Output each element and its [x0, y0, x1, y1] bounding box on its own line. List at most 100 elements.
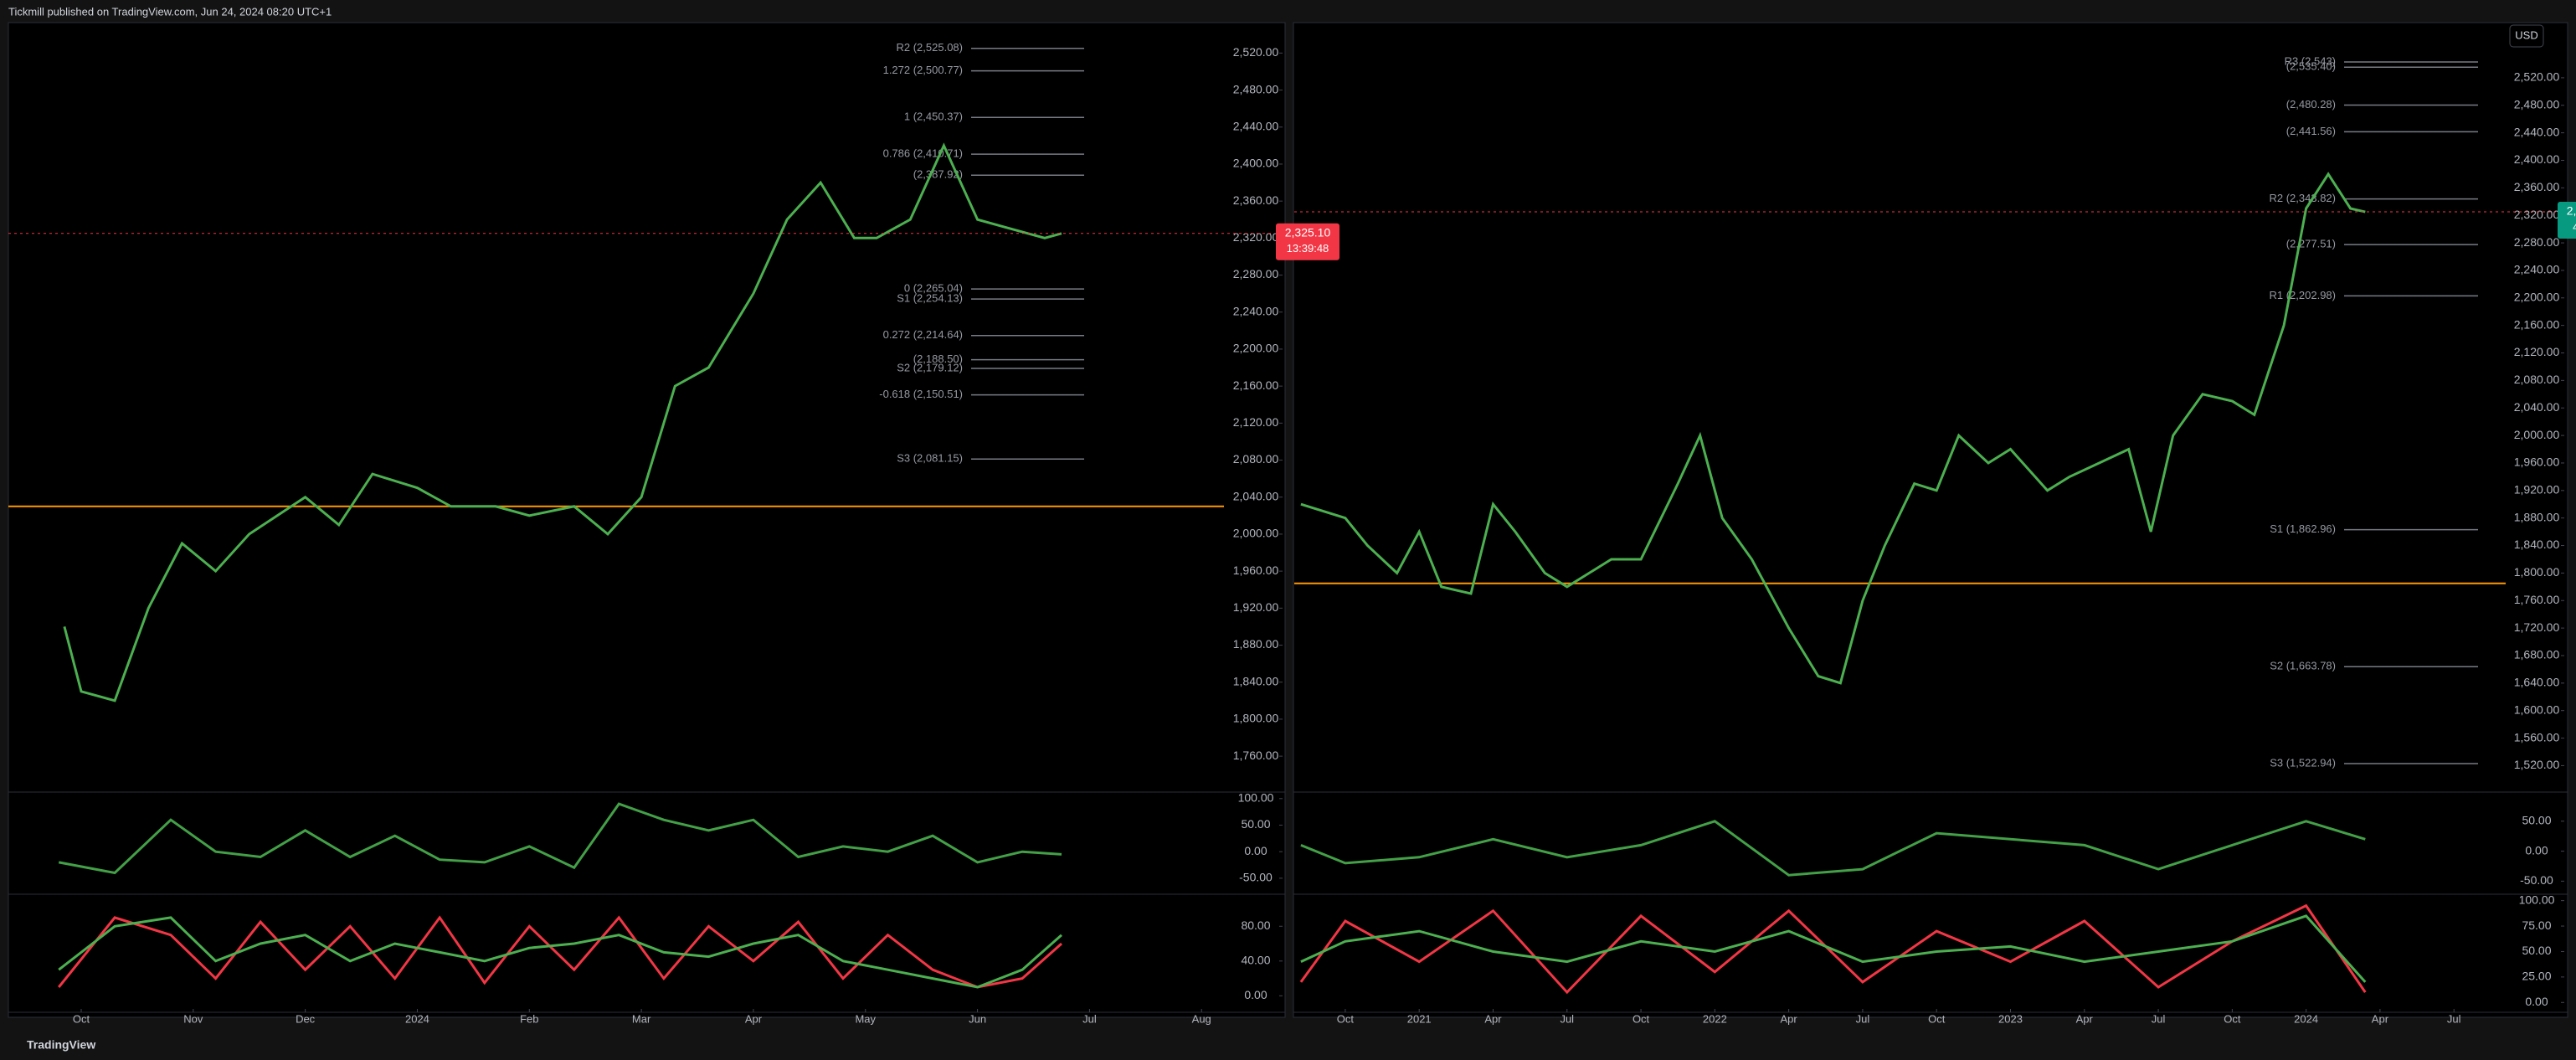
x-tick-label: Jul — [2152, 1012, 2166, 1025]
last-price-label: 2,325.10 — [2567, 204, 2576, 218]
x-tick-label: Apr — [745, 1012, 763, 1025]
currency-label[interactable]: USD — [2515, 28, 2537, 41]
y-tick-label: 1,640.00 — [2514, 676, 2560, 689]
y-tick-label: 2,480.00 — [2514, 97, 2560, 111]
x-tick-label: Apr — [2372, 1012, 2389, 1025]
level-label: S1 (1,862.96) — [2270, 522, 2336, 535]
y-tick-label: 80.00 — [1241, 918, 1270, 932]
right-panel — [1293, 22, 2568, 1018]
level-label: R1 (2,202.98) — [2270, 289, 2337, 301]
level-label: (2,387.92) — [913, 168, 963, 181]
y-tick-label: 2,280.00 — [2514, 235, 2560, 249]
countdown-label: 4d 14h — [2573, 220, 2576, 233]
y-tick-label: 1,920.00 — [1233, 600, 1279, 614]
y-tick-label: 2,400.00 — [1233, 157, 1279, 170]
x-tick-label: Jul — [1560, 1012, 1574, 1025]
level-label: (2,441.56) — [2286, 125, 2336, 137]
y-tick-label: 2,240.00 — [1233, 304, 1279, 317]
y-tick-label: 1,800.00 — [2514, 565, 2560, 579]
y-tick-label: 1,760.00 — [1233, 749, 1279, 762]
x-tick-label: Feb — [520, 1012, 538, 1025]
y-tick-label: 2,400.00 — [2514, 152, 2560, 166]
level-label: S3 (1,522.94) — [2270, 756, 2336, 769]
x-tick-label: Nov — [183, 1012, 203, 1025]
x-tick-label: 2021 — [1407, 1012, 1432, 1025]
y-tick-label: 2,080.00 — [2514, 373, 2560, 386]
y-tick-label: -50.00 — [1239, 871, 1273, 884]
level-label: S3 (2,081.15) — [897, 452, 963, 465]
y-tick-label: 50.00 — [2522, 813, 2551, 826]
level-label: 1.272 (2,500.77) — [883, 64, 963, 76]
y-tick-label: 2,040.00 — [1233, 489, 1279, 502]
y-tick-label: 1,880.00 — [1233, 637, 1279, 651]
level-label: 0.786 (2,410.71) — [883, 147, 963, 160]
y-tick-label: 2,120.00 — [2514, 345, 2560, 358]
y-tick-label: 2,360.00 — [1233, 193, 1279, 207]
x-tick-label: 2022 — [1703, 1012, 1727, 1025]
level-label: (2,480.28) — [2286, 98, 2336, 111]
y-tick-label: 2,120.00 — [1233, 415, 1279, 429]
y-tick-label: 2,040.00 — [2514, 400, 2560, 414]
y-tick-label: 2,520.00 — [2514, 70, 2560, 84]
x-tick-label: Apr — [2076, 1012, 2094, 1025]
y-tick-label: 2,000.00 — [2514, 428, 2560, 441]
level-label: 1 (2,450.37) — [904, 111, 963, 123]
level-label: S2 (2,179.12) — [897, 361, 963, 373]
series-line — [1300, 172, 2366, 685]
y-tick-label: 40.00 — [1241, 954, 1270, 967]
y-tick-label: 1,800.00 — [1233, 712, 1279, 725]
x-tick-label: 2024 — [2294, 1012, 2318, 1025]
y-tick-label: 1,960.00 — [1233, 563, 1279, 577]
x-tick-label: Jun — [969, 1012, 986, 1025]
x-tick-label: Oct — [1928, 1012, 1946, 1025]
y-tick-label: 1,520.00 — [2514, 758, 2560, 771]
series-line — [1300, 914, 2367, 983]
x-tick-label: Jul — [1856, 1012, 1870, 1025]
y-tick-label: 1,840.00 — [2514, 538, 2560, 551]
x-tick-label: Apr — [1484, 1012, 1502, 1025]
level-label: -0.618 (2,150.51) — [879, 388, 963, 400]
x-tick-label: Oct — [1337, 1012, 1355, 1025]
x-tick-label: Jul — [1082, 1012, 1097, 1025]
header: Tickmill published on TradingView.com, J… — [8, 5, 332, 18]
y-tick-label: 2,480.00 — [1233, 82, 1279, 95]
level-label: R2 (2,525.08) — [897, 41, 964, 54]
x-tick-label: 2023 — [1998, 1012, 2023, 1025]
y-tick-label: 2,240.00 — [2514, 263, 2560, 276]
level-label: 0.272 (2,214.64) — [883, 328, 963, 341]
y-tick-label: 50.00 — [2522, 944, 2551, 957]
y-tick-label: 2,280.00 — [1233, 267, 1279, 280]
y-tick-label: 2,080.00 — [1233, 452, 1279, 466]
y-tick-label: 50.00 — [1241, 817, 1270, 831]
y-tick-label: 75.00 — [2522, 918, 2551, 932]
y-tick-label: 2,320.00 — [1233, 230, 1279, 244]
y-tick-label: 1,920.00 — [2514, 483, 2560, 497]
last-price-label: 2,325.10 — [1285, 225, 1331, 239]
level-label: 0 (2,265.04) — [904, 282, 963, 295]
last-price-badge — [1276, 223, 1339, 260]
x-tick-label: Aug — [1192, 1012, 1211, 1025]
y-tick-label: 0.00 — [1244, 988, 1267, 1001]
y-tick-label: 2,160.00 — [1233, 378, 1279, 392]
x-tick-label: Mar — [632, 1012, 651, 1025]
level-label: S1 (2,254.13) — [897, 292, 963, 305]
x-tick-label: Oct — [73, 1012, 90, 1025]
y-tick-label: 2,520.00 — [1233, 45, 1279, 59]
currency-button[interactable] — [2509, 24, 2544, 48]
y-tick-label: 0.00 — [2525, 995, 2548, 1008]
series-line — [1300, 820, 2366, 877]
level-label: (2,535.40) — [2286, 60, 2336, 73]
y-tick-label: 1,600.00 — [2514, 702, 2560, 716]
y-tick-label: 2,440.00 — [2514, 125, 2560, 138]
y-tick-label: 2,160.00 — [2514, 317, 2560, 331]
level-label: (2,277.51) — [2286, 238, 2336, 250]
y-tick-label: 100.00 — [1238, 791, 1274, 805]
series-line — [58, 802, 1062, 875]
left-panel — [8, 22, 1286, 1018]
last-price-badge — [2558, 202, 2576, 239]
y-tick-label: 1,760.00 — [2514, 593, 2560, 606]
y-tick-label: 2,000.00 — [1233, 527, 1279, 540]
x-tick-label: Jul — [2447, 1012, 2461, 1025]
series-line — [58, 915, 1062, 989]
